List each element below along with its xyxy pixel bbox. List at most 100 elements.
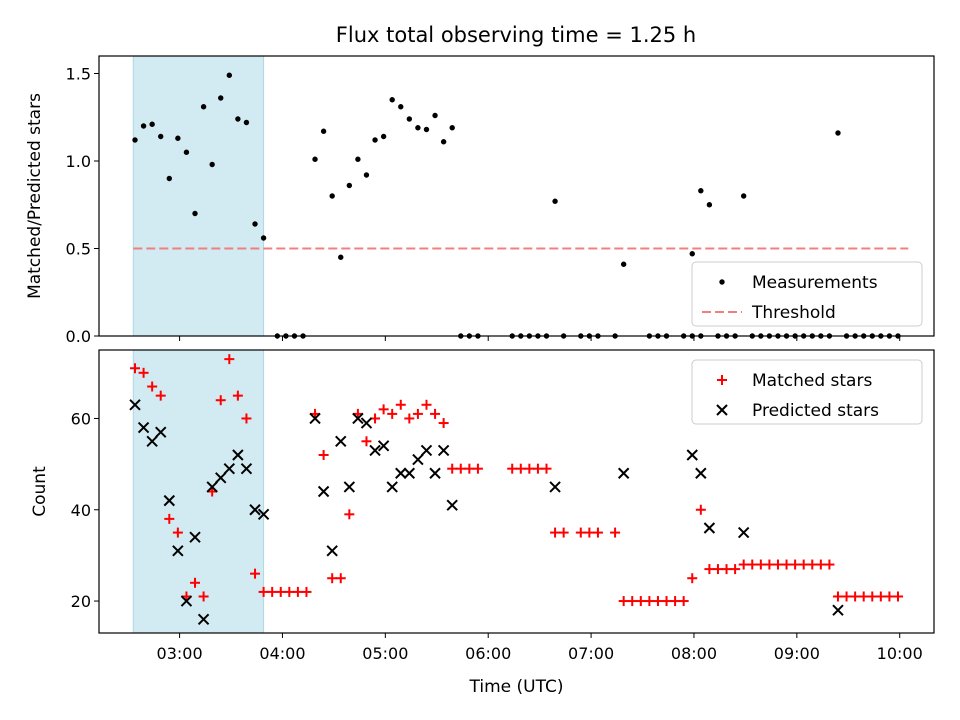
legend-label: Threshold [751,303,836,323]
predicted-stars-point [180,595,193,607]
matched-stars-point [541,463,552,474]
matched-stars-point [704,564,715,575]
y-tick-label: 20 [71,592,91,611]
matched-stars-point [875,591,886,602]
matched-stars-point [172,527,183,538]
y-tick-label: 60 [71,409,91,428]
matched-stars-point [275,586,286,597]
measurement-point [380,133,387,140]
measurement-point [363,172,370,178]
matched-stars-point [644,596,655,607]
matched-stars-point [678,596,689,607]
matched-stars-point [198,591,209,602]
matched-stars-point [824,559,835,570]
matched-stars-point [592,527,603,538]
measurement-point [235,116,241,122]
matched-stars-point [515,463,526,474]
matched-stars-point [610,527,621,538]
legend-box [691,261,923,327]
measurement-point [183,149,190,155]
predicted-stars-point [343,481,356,493]
predicted-stars-point [617,467,630,479]
matched-stars-point [190,577,201,588]
predicted-stars-point [403,467,416,479]
measurement-point [166,175,172,182]
measurement-point [209,161,215,168]
x-tick-label: 08:00 [671,644,717,663]
matched-stars-point [558,527,569,538]
predicted-stars-point [146,435,158,447]
predicted-stars-point [215,472,227,484]
predicted-stars-point [386,481,398,493]
measurement-point [389,97,395,103]
observing-window-shade [132,55,265,337]
measurement-point [243,119,250,126]
predicted-stars-point [369,444,381,457]
matched-stars-point [721,564,732,575]
predicted-stars-point [360,417,373,429]
matched-stars-point [832,591,843,602]
x-tick-label: 05:00 [362,644,408,663]
measurement-point [132,137,138,143]
matched-stars-point [464,463,475,474]
matched-stars-point [867,591,878,602]
legend-matched-marker [717,375,727,385]
measurement-point [192,210,198,217]
matched-stars-point [807,559,818,570]
matched-stars-point [138,367,149,378]
matched-stars-point [884,591,895,602]
predicted-stars-point [429,467,441,479]
matched-stars-point [815,559,826,570]
x-tick-label: 07:00 [568,644,614,663]
predicted-stars-point [249,504,261,516]
matched-stars-point [395,399,406,410]
legend: Matched stars Predicted stars [691,359,923,425]
measurement-point [252,221,258,227]
matched-stars-point [421,399,432,410]
matched-stars-point [798,559,809,570]
legend-box [691,359,923,425]
matched-stars-point [455,463,466,474]
matched-stars-point [618,596,629,607]
measurement-point [320,128,327,134]
x-tick-label: 06:00 [465,644,511,663]
predicted-stars-point [163,494,176,507]
predicted-stars-point [317,485,330,498]
matched-stars-point [438,418,449,429]
predicted-stars-point [335,435,347,447]
matched-stars-point [241,413,252,424]
matched-stars-point [130,363,141,374]
predicted-stars-point [240,462,253,475]
measurement-point [338,254,344,260]
matched-stars-point [387,408,398,419]
matched-stars-point [147,381,158,392]
predicted-stars-point [395,467,407,479]
matched-stars-point [652,596,663,607]
predicted-stars-point [189,531,201,543]
matched-stars-point [250,568,261,579]
measurement-point [706,202,713,208]
measurement-point [372,137,378,143]
matched-stars-point [661,596,672,607]
measurement-point [149,121,155,127]
predicted-stars-point [832,604,844,616]
measurement-point [449,125,455,131]
measurement-point [432,112,438,119]
matched-stars-point [258,586,269,597]
measurement-point [423,126,430,133]
predicted-stars-point [737,526,750,539]
matched-stars-point [292,586,303,597]
matched-stars-point [155,390,166,401]
y-tick-label: 1.5 [66,65,91,84]
matched-stars-point [755,559,766,570]
matched-stars-point [412,408,423,419]
measurement-point [689,251,695,257]
measurement-point [355,156,361,162]
predicted-stars-point [257,508,270,521]
matched-stars-point [335,573,346,584]
matched-stars-point [772,559,783,570]
measurement-point [140,123,147,129]
axes-frame [98,349,935,634]
matched-stars-point [215,395,226,406]
legend: Measurements Threshold [691,261,923,327]
